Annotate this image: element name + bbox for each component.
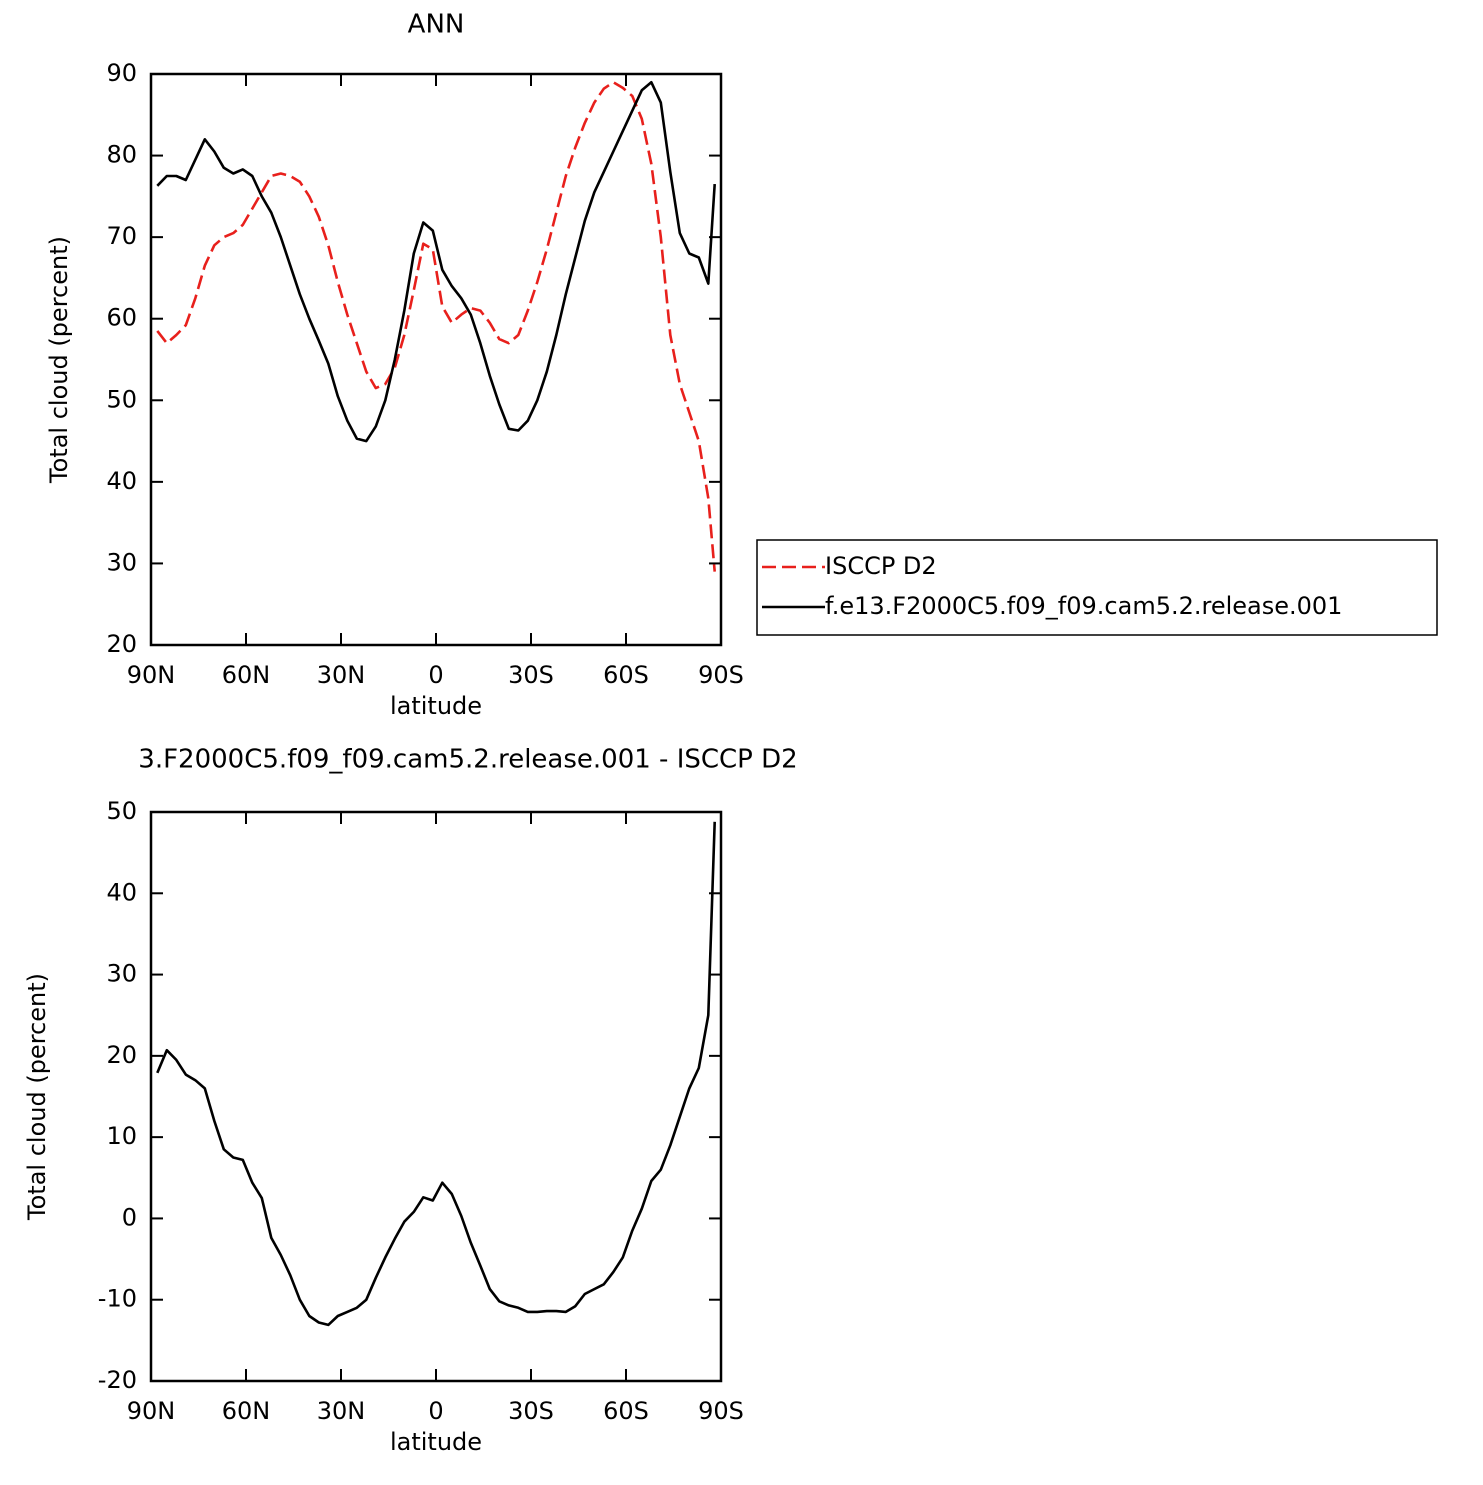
y-tick-label: 20 <box>106 630 137 658</box>
data-line <box>156 80 716 572</box>
plot-frame <box>149 72 723 647</box>
y-tick-label: 0 <box>122 1203 137 1231</box>
legend-box <box>756 539 1438 636</box>
y-tick-label: 70 <box>106 222 137 250</box>
x-tick-label: 90S <box>698 1397 744 1425</box>
x-tick-label: 30N <box>317 1397 366 1425</box>
x-tick-label: 60S <box>603 661 649 689</box>
chart-title: 3.F2000C5.f09_f09.cam5.2.release.001 - I… <box>138 745 797 775</box>
x-tick-label: 90N <box>127 1397 176 1425</box>
y-tick-label: 50 <box>106 385 137 413</box>
plot-frame <box>149 810 723 1383</box>
x-tick-label: 0 <box>428 1397 443 1425</box>
y-tick-label: 30 <box>106 960 137 988</box>
y-tick-label: 10 <box>106 1122 137 1150</box>
x-tick-label: 30S <box>508 661 554 689</box>
y-tick-label: 90 <box>106 59 137 87</box>
y-tick-label: 60 <box>106 304 137 332</box>
x-tick-label: 60S <box>603 1397 649 1425</box>
legend-label: f.e13.F2000C5.f09_f09.cam5.2.release.001 <box>825 592 1342 620</box>
x-tick-label: 60N <box>222 661 271 689</box>
chart-title: ANN <box>408 10 465 40</box>
data-line <box>156 80 716 443</box>
y-tick-label: 30 <box>106 548 137 576</box>
y-axis-label: Total cloud (percent) <box>23 973 51 1221</box>
x-tick-label: 60N <box>222 1397 271 1425</box>
y-tick-label: 50 <box>106 797 137 825</box>
x-tick-label: 90N <box>127 661 176 689</box>
x-tick-label: 30S <box>508 1397 554 1425</box>
y-tick-label: 20 <box>106 1041 137 1069</box>
legend-label: ISCCP D2 <box>825 552 937 580</box>
x-tick-label: 90S <box>698 661 744 689</box>
y-axis-label: Total cloud (percent) <box>45 236 73 484</box>
x-tick-label: 30N <box>317 661 366 689</box>
x-axis-label: latitude <box>390 692 482 720</box>
x-tick-label: 0 <box>428 661 443 689</box>
y-tick-label: 40 <box>106 467 137 495</box>
y-tick-label: 80 <box>106 141 137 169</box>
y-tick-label: -20 <box>98 1366 137 1394</box>
x-axis-label: latitude <box>390 1428 482 1456</box>
y-tick-label: -10 <box>98 1285 137 1313</box>
data-line <box>156 821 716 1327</box>
y-tick-label: 40 <box>106 878 137 906</box>
